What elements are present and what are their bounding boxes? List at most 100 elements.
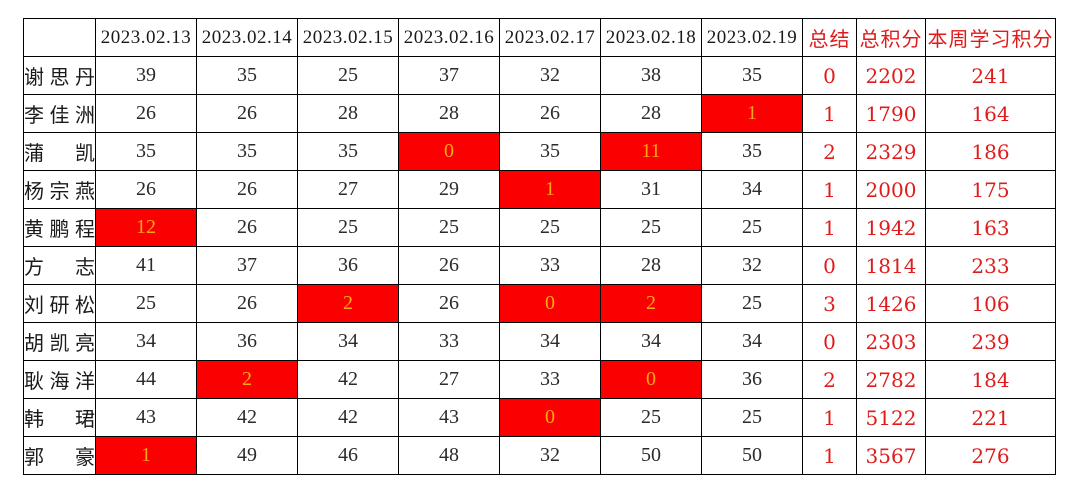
- table-row: 胡凯亮 34 36 34 33 34 34 34 0 2303 239: [23, 322, 1056, 361]
- score-cell: 36: [701, 360, 803, 399]
- score-cell: 26: [196, 170, 298, 209]
- score-cell: 26: [499, 94, 601, 133]
- student-name-label: 黄鹏程: [24, 217, 95, 241]
- score-cell: 28: [398, 94, 500, 133]
- score-cell: 35: [701, 56, 803, 95]
- score-cell-flagged: 0: [600, 360, 702, 399]
- header-date-5: 2023.02.17: [499, 18, 601, 57]
- score-cell: 48: [398, 436, 500, 475]
- score-cell-flagged: 0: [499, 398, 601, 437]
- score-cell: 34: [499, 322, 601, 361]
- score-cell: 33: [499, 360, 601, 399]
- table-row: 郭豪 1 49 46 48 32 50 50 1 3567 276: [23, 436, 1056, 475]
- table-row: 方志 41 37 36 26 33 28 32 0 1814 233: [23, 246, 1056, 285]
- header-date-4: 2023.02.16: [398, 18, 500, 57]
- student-name-label: 刘研松: [24, 293, 95, 317]
- score-cell: 49: [196, 436, 298, 475]
- summary-count-cell: 1: [802, 94, 857, 133]
- score-cell: 32: [701, 246, 803, 285]
- score-cell: 26: [196, 208, 298, 247]
- score-cell: 35: [95, 132, 197, 171]
- week-score-cell: 233: [925, 246, 1056, 285]
- score-cell: 32: [499, 56, 601, 95]
- week-score-cell: 175: [925, 170, 1056, 209]
- score-cell-flagged: 0: [398, 132, 500, 171]
- study-score-table: 2023.02.13 2023.02.14 2023.02.15 2023.02.16…: [23, 18, 1056, 475]
- score-cell: 50: [701, 436, 803, 475]
- score-cell: 42: [196, 398, 298, 437]
- table-row: 蒲凯 35 35 35 0 35 11 35 2 2329 186: [23, 132, 1056, 171]
- table-row: 刘研松 25 26 2 26 0 2 25 3 1426 106: [23, 284, 1056, 323]
- total-score-cell: 3567: [856, 436, 926, 475]
- header-week: 本周学习积分: [925, 18, 1056, 57]
- score-cell: 34: [95, 322, 197, 361]
- total-score-cell: 1942: [856, 208, 926, 247]
- week-score-cell: 241: [925, 56, 1056, 95]
- summary-count-cell: 1: [802, 436, 857, 475]
- score-cell: 25: [398, 208, 500, 247]
- score-cell: 34: [701, 170, 803, 209]
- header-total: 总积分: [856, 18, 926, 57]
- student-name-cell: 韩珺: [23, 398, 96, 437]
- student-name-label: 郭豪: [24, 445, 95, 469]
- student-name-label: 方志: [24, 255, 95, 279]
- score-cell: 37: [196, 246, 298, 285]
- score-cell: 35: [196, 132, 298, 171]
- summary-count-cell: 1: [802, 170, 857, 209]
- score-cell: 28: [600, 246, 702, 285]
- score-cell: 35: [499, 132, 601, 171]
- score-cell: 38: [600, 56, 702, 95]
- week-score-cell: 276: [925, 436, 1056, 475]
- total-score-cell: 1790: [856, 94, 926, 133]
- score-cell-flagged: 0: [499, 284, 601, 323]
- student-name-label: 谢思丹: [24, 65, 95, 89]
- summary-count-cell: 2: [802, 132, 857, 171]
- score-cell: 29: [398, 170, 500, 209]
- score-cell: 41: [95, 246, 197, 285]
- score-cell: 26: [398, 246, 500, 285]
- total-score-cell: 2303: [856, 322, 926, 361]
- score-cell: 26: [398, 284, 500, 323]
- table-row: 谢思丹 39 35 25 37 32 38 35 0 2202 241: [23, 56, 1056, 95]
- score-cell: 25: [600, 398, 702, 437]
- score-cell: 35: [701, 132, 803, 171]
- total-score-cell: 5122: [856, 398, 926, 437]
- table-row: 杨宗燕 26 26 27 29 1 31 34 1 2000 175: [23, 170, 1056, 209]
- score-cell: 43: [95, 398, 197, 437]
- student-name-label: 李佳洲: [24, 103, 95, 127]
- score-cell: 50: [600, 436, 702, 475]
- total-score-cell: 1814: [856, 246, 926, 285]
- score-cell: 34: [600, 322, 702, 361]
- score-cell: 32: [499, 436, 601, 475]
- score-cell: 37: [398, 56, 500, 95]
- score-cell: 25: [95, 284, 197, 323]
- score-cell: 26: [196, 284, 298, 323]
- score-cell: 26: [95, 94, 197, 133]
- score-cell: 34: [297, 322, 399, 361]
- score-cell-flagged: 11: [600, 132, 702, 171]
- score-cell: 28: [600, 94, 702, 133]
- score-cell: 43: [398, 398, 500, 437]
- score-table-container: 2023.02.13 2023.02.14 2023.02.15 2023.02.16…: [23, 18, 1056, 475]
- week-score-cell: 221: [925, 398, 1056, 437]
- score-cell: 44: [95, 360, 197, 399]
- student-name-cell: 刘研松: [23, 284, 96, 323]
- header-date-3: 2023.02.15: [297, 18, 399, 57]
- summary-count-cell: 3: [802, 284, 857, 323]
- score-cell: 28: [297, 94, 399, 133]
- student-name-cell: 李佳洲: [23, 94, 96, 133]
- score-cell: 36: [297, 246, 399, 285]
- score-cell-flagged: 1: [95, 436, 197, 475]
- week-score-cell: 239: [925, 322, 1056, 361]
- week-score-cell: 186: [925, 132, 1056, 171]
- score-cell: 25: [297, 208, 399, 247]
- score-cell-flagged: 2: [196, 360, 298, 399]
- summary-count-cell: 2: [802, 360, 857, 399]
- table-header: 2023.02.13 2023.02.14 2023.02.15 2023.02.16…: [23, 18, 1056, 57]
- week-score-cell: 106: [925, 284, 1056, 323]
- score-cell: 25: [701, 398, 803, 437]
- total-score-cell: 1426: [856, 284, 926, 323]
- score-cell: 25: [297, 56, 399, 95]
- score-cell-flagged: 12: [95, 208, 197, 247]
- summary-count-cell: 1: [802, 398, 857, 437]
